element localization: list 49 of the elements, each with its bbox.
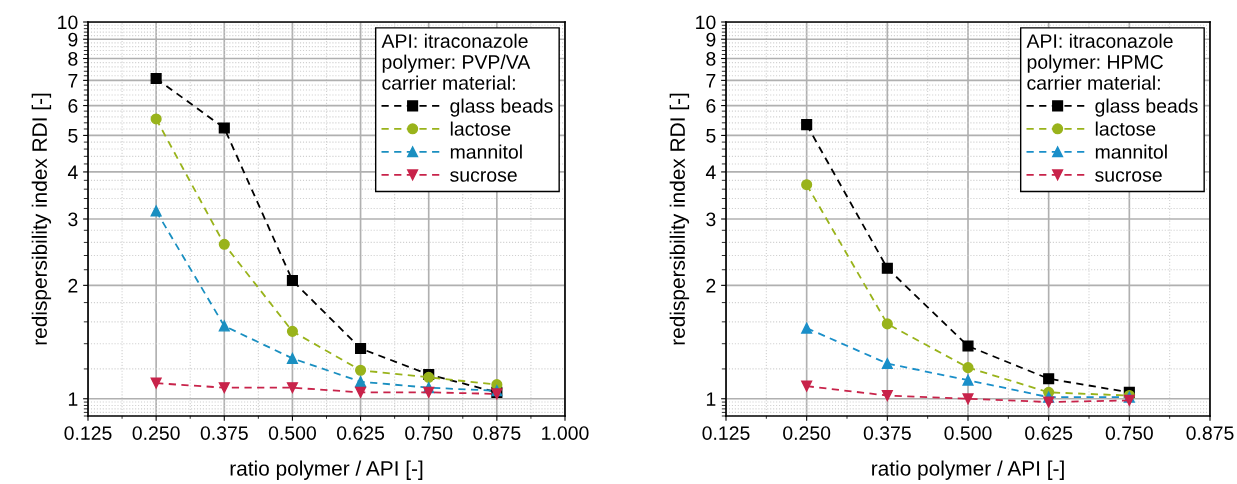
y-tick-label: 2 [706, 278, 716, 293]
y-tick-label: 2 [68, 278, 78, 293]
legend-label: mannitol [1095, 144, 1167, 159]
y-tick-label: 6 [706, 99, 716, 113]
y-tick-label: 4 [705, 165, 716, 179]
x-tick-label: 0.875 [1186, 426, 1234, 440]
y-tick-label: 3 [68, 212, 78, 227]
y-tick-label: 10 [58, 15, 78, 30]
legend-title: API: itraconazole polymer: HPMC carrier material: [1026, 33, 1173, 90]
y-tick-label: 9 [68, 32, 78, 47]
y-tick-label: 3 [706, 212, 716, 227]
x-tick-label: 0.125 [702, 426, 750, 440]
legend-label: mannitol [450, 144, 522, 159]
x-tick-label: 0.625 [1025, 426, 1073, 440]
y-axis-title: redispersibility index RDI [-] [669, 93, 690, 345]
y-tick-label: 9 [706, 32, 716, 47]
y-tick-label: 1 [68, 392, 78, 406]
legend-label: lactose [1095, 121, 1156, 136]
x-axis-title: ratio polymer / API [-] [872, 460, 1064, 480]
y-tick-label: 1 [706, 392, 716, 406]
x-axis-title: ratio polymer / API [-] [230, 460, 423, 480]
legend-label: sucrose [1095, 171, 1162, 182]
x-tick-label: 0.625 [337, 426, 385, 440]
x-tick-label: 0.250 [783, 426, 831, 440]
y-tick-label: 6 [68, 99, 78, 113]
x-tick-label: 0.125 [64, 426, 112, 440]
y-tick-label: 4 [67, 165, 78, 179]
x-tick-label: 0.750 [405, 426, 453, 440]
y-tick-label: 8 [68, 51, 78, 66]
x-tick-label: 0.500 [944, 426, 992, 440]
y-tick-label: 8 [706, 51, 716, 66]
legend-label: glass beads [450, 98, 553, 117]
x-tick-label: 1.000 [542, 426, 589, 440]
x-tick-label: 0.250 [132, 426, 180, 440]
y-tick-label: 10 [696, 15, 716, 30]
y-tick-label: 5 [706, 129, 716, 143]
y-axis-title: redispersibility index RDI [-] [31, 93, 52, 345]
legend-label: glass beads [1095, 98, 1198, 117]
y-tick-label: 7 [706, 74, 716, 88]
x-tick-label: 0.375 [863, 426, 911, 440]
x-tick-label: 0.500 [268, 426, 316, 440]
y-tick-label: 5 [68, 129, 78, 143]
x-tick-label: 0.375 [200, 426, 248, 440]
legend-label: sucrose [450, 171, 517, 182]
legend-title: API: itraconazole polymer: PVP/VA carrier material: [381, 33, 531, 90]
y-tick-label: 7 [68, 74, 78, 88]
x-tick-label: 0.750 [1105, 426, 1153, 440]
x-tick-label: 0.875 [473, 426, 521, 440]
legend-label: lactose [450, 121, 511, 136]
